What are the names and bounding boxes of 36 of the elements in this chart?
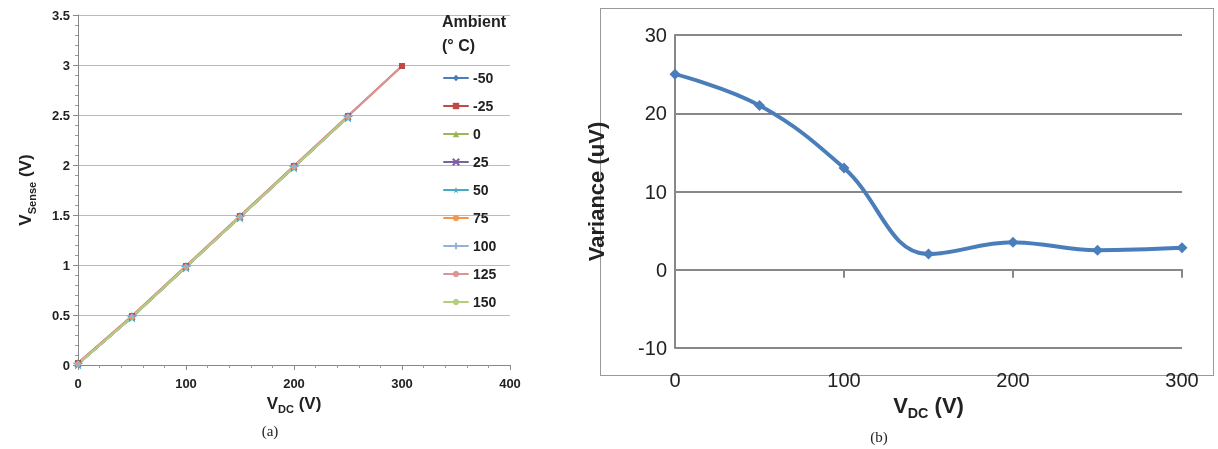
legend-label: 0 (473, 126, 481, 142)
y-tick-label: 30 (644, 24, 667, 46)
x-tick-label: 0 (74, 376, 82, 391)
text: (b) (870, 428, 888, 446)
legend-title: Ambient (° C) (442, 12, 511, 54)
x-tick-label: 200 (283, 376, 305, 391)
y-tick-label: 10 (644, 180, 667, 203)
y-tick-label: 20 (644, 102, 667, 125)
y-tick-label: 0 (62, 357, 70, 373)
legend-label: 50 (473, 182, 489, 198)
y-tick-label: 2 (62, 157, 70, 173)
y-axis-title: VSense (V) (16, 154, 38, 226)
y-tick-label: 3 (62, 57, 70, 73)
y-tick-label: 0.5 (51, 307, 70, 323)
y-tick-label: 0 (655, 258, 667, 281)
x-tick-label: 400 (499, 376, 521, 391)
legend-label: 25 (473, 154, 489, 170)
legend-label: 100 (473, 238, 497, 254)
y-axis-title: Variance (uV) (583, 121, 609, 262)
x-tick-label: 100 (175, 376, 197, 391)
legend-label: -50 (473, 70, 494, 86)
y-tick-label: 2.5 (51, 107, 70, 123)
x-tick-label: 0 (669, 369, 681, 391)
x-tick-label: 300 (391, 376, 413, 391)
x-tick-label: 200 (996, 369, 1030, 391)
x-tick-label: 300 (1165, 369, 1199, 391)
legend-label: 75 (473, 210, 489, 226)
legend-label: 150 (473, 294, 497, 310)
y-tick-label: 3.5 (51, 7, 70, 23)
text: (a) (261, 422, 279, 440)
y-tick-label: 1.5 (51, 207, 70, 223)
y-tick-label: 1 (62, 257, 70, 273)
y-tick-label: -10 (638, 337, 667, 359)
x-tick-label: 100 (827, 369, 861, 391)
legend-label: 125 (473, 266, 497, 282)
legend-label: -25 (473, 98, 494, 114)
